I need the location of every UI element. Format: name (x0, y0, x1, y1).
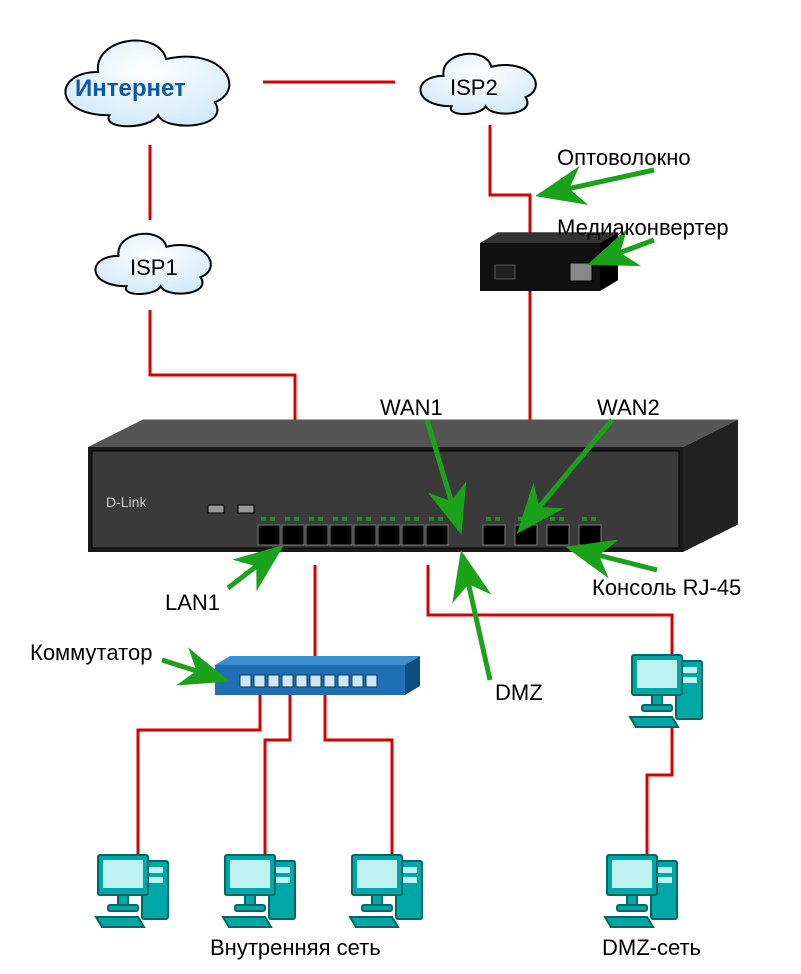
wan-port (483, 525, 505, 545)
pc-dmz_pc_top (630, 655, 702, 727)
lan-port (402, 525, 424, 545)
lan-port (330, 525, 352, 545)
label-commutator: Коммутатор (30, 640, 152, 666)
arrow-a-lan1 (228, 548, 280, 588)
pc-keyboard (223, 917, 271, 927)
conn-smallswitch-pc1 (138, 695, 260, 855)
small-switch-port (254, 675, 265, 687)
pc-keyboard (605, 917, 653, 927)
conn-smallswitch-pc2 (265, 695, 290, 855)
conn-smallswitch-pc3 (325, 695, 392, 855)
label-inner: Внутренняя сеть (210, 935, 381, 961)
small-switch-port (338, 675, 349, 687)
diagram-canvas: D-Link Интернет ISP2 ISP1 Оптоволокно Медиак… (0, 0, 801, 974)
lan-port (426, 525, 448, 545)
cloud-label-isp1: ISP1 (130, 255, 178, 281)
wan-port (547, 525, 569, 545)
lan-port (306, 525, 328, 545)
lan-port (258, 525, 280, 545)
cloud-label-internet: Интернет (75, 75, 186, 103)
wan-port (579, 525, 601, 545)
cloud-label-isp2: ISP2 (450, 75, 498, 101)
lan-port (354, 525, 376, 545)
pc-inner_pc3 (350, 855, 422, 927)
conn-isp2-media (490, 125, 530, 245)
label-media: Медиаконвертер (557, 215, 729, 241)
pc-inner_pc1 (96, 855, 168, 927)
label-dmz: DMZ (495, 680, 543, 706)
pc-keyboard (630, 717, 678, 727)
label-lan1: LAN1 (165, 590, 220, 616)
small-switch-top (215, 656, 420, 665)
small-switch-port (282, 675, 293, 687)
usb-port (208, 505, 224, 513)
conn-dmz1-dmz2 (647, 725, 672, 855)
wan-port (515, 525, 537, 545)
pc-dmz_pc_bot (605, 855, 677, 927)
arrow-a-dmz (462, 555, 490, 680)
lan-port (378, 525, 400, 545)
pc-inner_pc2 (223, 855, 295, 927)
small-switch-port (324, 675, 335, 687)
small-switch-port (268, 675, 279, 687)
small-switch-port (296, 675, 307, 687)
small-switch-port (240, 675, 251, 687)
switch-brand: D-Link (106, 494, 147, 510)
arrow-a-fiber (540, 170, 654, 195)
pc-keyboard (350, 917, 398, 927)
small-switch-port (310, 675, 321, 687)
pc-keyboard (96, 917, 144, 927)
label-dmz_net: DMZ-сеть (602, 935, 701, 961)
lan-port (282, 525, 304, 545)
usb-port (238, 505, 254, 513)
media-port (570, 263, 592, 281)
label-fiber: Оптоволокно (557, 145, 691, 171)
switch-top (88, 420, 738, 448)
label-console: Консоль RJ-45 (592, 575, 741, 601)
small-switch-port (366, 675, 377, 687)
label-wan2: WAN2 (597, 395, 660, 421)
small-switch-port (352, 675, 363, 687)
label-wan1: WAN1 (380, 395, 443, 421)
